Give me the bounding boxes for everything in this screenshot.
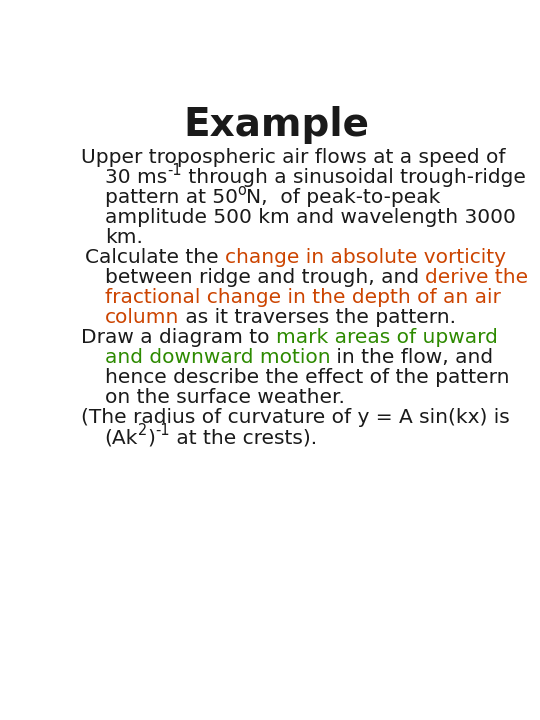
Text: -1: -1 [167,163,181,178]
Text: (The radius of curvature of y = A sin(kx) is: (The radius of curvature of y = A sin(kx… [82,408,510,427]
Text: at the crests).: at the crests). [170,428,317,447]
Text: derive the: derive the [425,268,528,287]
Text: 30 ms: 30 ms [105,168,167,187]
Text: between ridge and trough, and: between ridge and trough, and [105,268,425,287]
Text: in the flow, and: in the flow, and [330,348,494,367]
Text: (Ak: (Ak [105,428,138,447]
Text: -1: -1 [155,423,170,438]
Text: column: column [105,308,179,327]
Text: amplitude 500 km and wavelength 3000: amplitude 500 km and wavelength 3000 [105,208,516,227]
Text: Draw a diagram to: Draw a diagram to [82,328,276,347]
Text: as it traverses the pattern.: as it traverses the pattern. [179,308,456,327]
Text: 2: 2 [138,423,147,438]
Text: mark areas of upward: mark areas of upward [276,328,498,347]
Text: change in absolute vorticity: change in absolute vorticity [225,248,505,267]
Text: Upper tropospheric air flows at a speed of: Upper tropospheric air flows at a speed … [82,148,506,167]
Text: Calculate the: Calculate the [85,248,225,267]
Text: o: o [238,183,246,198]
Text: through a sinusoidal trough-ridge: through a sinusoidal trough-ridge [181,168,525,187]
Text: km.: km. [105,228,143,247]
Text: Example: Example [184,106,370,144]
Text: hence describe the effect of the pattern: hence describe the effect of the pattern [105,368,509,387]
Text: pattern at 50: pattern at 50 [105,188,238,207]
Text: fractional change in the depth of an air: fractional change in the depth of an air [105,288,501,307]
Text: ): ) [147,428,155,447]
Text: on the surface weather.: on the surface weather. [105,388,345,408]
Text: N,  of peak-to-peak: N, of peak-to-peak [246,188,441,207]
Text: and downward motion: and downward motion [105,348,330,367]
